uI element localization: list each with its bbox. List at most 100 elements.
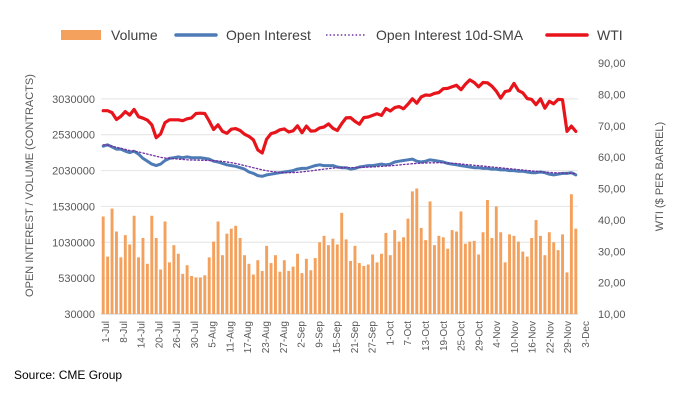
volume-bar	[251, 274, 255, 314]
volume-bar	[296, 253, 299, 314]
volume-bar	[446, 248, 450, 314]
volume-bar	[534, 220, 538, 314]
right-tick-label: 20,00	[598, 278, 626, 290]
volume-bar	[128, 244, 132, 314]
open-interest-line	[101, 143, 578, 178]
volume-bar	[150, 215, 154, 314]
x-tick-label: 19-Oct	[439, 321, 450, 351]
volume-bar	[340, 212, 344, 314]
volume-bar	[198, 277, 202, 314]
volume-bar	[141, 237, 145, 314]
x-tick-label: 2-Sep	[297, 321, 308, 348]
volume-bar	[503, 262, 507, 314]
right-tick-label: 90,00	[598, 58, 626, 70]
source-note: Source: CME Group	[14, 368, 123, 382]
volume-bar	[539, 235, 542, 314]
volume-bar	[344, 239, 348, 314]
x-tick-label: 1-Jul	[101, 321, 112, 343]
x-tick-label: 20-Jul	[154, 321, 165, 348]
right-tick-label: 80,00	[598, 89, 626, 101]
open-interest-sma-line	[102, 144, 577, 175]
volume-bar	[508, 234, 511, 314]
x-tick-label: 3-Dec	[581, 321, 592, 348]
volume-bar	[265, 245, 269, 314]
volume-bar	[282, 260, 286, 314]
gridlines	[101, 98, 578, 315]
volume-bar	[472, 240, 476, 314]
volume-bar	[300, 273, 304, 314]
volume-bar	[225, 233, 229, 314]
volume-bar	[574, 228, 578, 314]
x-tick-label: 1-Oct	[385, 321, 396, 346]
legend: Volume Open Interest Open Interest 10d-SMA…	[61, 27, 623, 43]
volume-bar	[154, 237, 158, 314]
volume-bar	[212, 241, 216, 314]
volume-bar	[327, 245, 330, 314]
volume-bar	[172, 245, 176, 314]
volume-bar	[494, 206, 498, 314]
volume-bar	[318, 242, 322, 314]
volume-bar	[468, 241, 472, 314]
volume-bar	[433, 245, 436, 314]
x-tick-label: 30-Jul	[190, 321, 201, 348]
left-tick-label: 3030000	[52, 94, 95, 106]
volume-bar	[260, 270, 264, 314]
volume-bar	[437, 235, 441, 314]
volume-bar	[366, 264, 370, 314]
volume-bar	[375, 262, 379, 314]
volume-bar	[163, 221, 167, 314]
volume-bar	[543, 255, 547, 314]
x-tick-label: 7-Oct	[403, 321, 414, 346]
volume-bar	[159, 269, 163, 314]
volume-bar	[402, 237, 405, 314]
right-tick-label: 50,00	[598, 184, 626, 196]
volume-bar	[181, 273, 185, 314]
volume-bar	[477, 254, 481, 314]
right-tick-label: 60,00	[598, 152, 626, 164]
volume-bar	[238, 237, 242, 314]
volume-bar	[388, 255, 392, 314]
x-tick-label: 15-Sep	[332, 321, 343, 354]
volume-bar	[463, 243, 467, 314]
volume-bar	[309, 270, 313, 314]
left-tick-label: 1030000	[52, 237, 95, 249]
volume-bar	[119, 257, 123, 314]
right-tick-label: 40,00	[598, 215, 626, 227]
volume-bar	[371, 254, 375, 314]
volume-bar	[455, 231, 458, 314]
x-tick-label: 29-Nov	[563, 321, 574, 353]
volume-bar	[203, 275, 207, 314]
volume-bar	[419, 227, 423, 314]
legend-label: WTI	[597, 27, 623, 43]
volume-bar	[512, 235, 516, 314]
left-axis-title: OPEN INTEREST / VOLUME (CONTRACTS)	[24, 74, 36, 297]
volume-bar	[561, 234, 564, 314]
volume-bar	[415, 188, 419, 314]
volume-bar	[256, 260, 260, 314]
volume-bar	[335, 244, 339, 314]
wti-line	[101, 78, 578, 155]
axes: 30000 530000 1030000 1530000 2030000 2530000 3…	[24, 58, 666, 353]
legend-label: Open Interest	[226, 27, 311, 43]
x-tick-label: 13-Oct	[421, 321, 432, 351]
volume-bar	[521, 251, 525, 314]
volume-bar	[357, 263, 361, 314]
volume-bar	[194, 277, 198, 314]
volume-bar	[221, 255, 224, 314]
right-axis-title: WTI ($ PER BARREL)	[654, 122, 666, 231]
volume-bar	[384, 232, 388, 314]
x-tick-label: 9-Sep	[314, 321, 325, 348]
volume-bar	[291, 266, 295, 314]
volume-bar	[362, 265, 366, 314]
x-tick-label: 23-Aug	[261, 321, 272, 353]
volume-bar	[406, 218, 410, 314]
volume-bar	[380, 253, 383, 314]
x-tick-label: 4-Nov	[492, 321, 503, 348]
volume-bar	[190, 275, 193, 314]
volume-bar	[137, 257, 140, 314]
volume-bar	[229, 228, 233, 314]
volume-bar	[516, 241, 520, 314]
volume-bar	[278, 271, 282, 314]
x-tick-label: 27-Sep	[368, 321, 379, 354]
volume-bar	[481, 232, 485, 314]
